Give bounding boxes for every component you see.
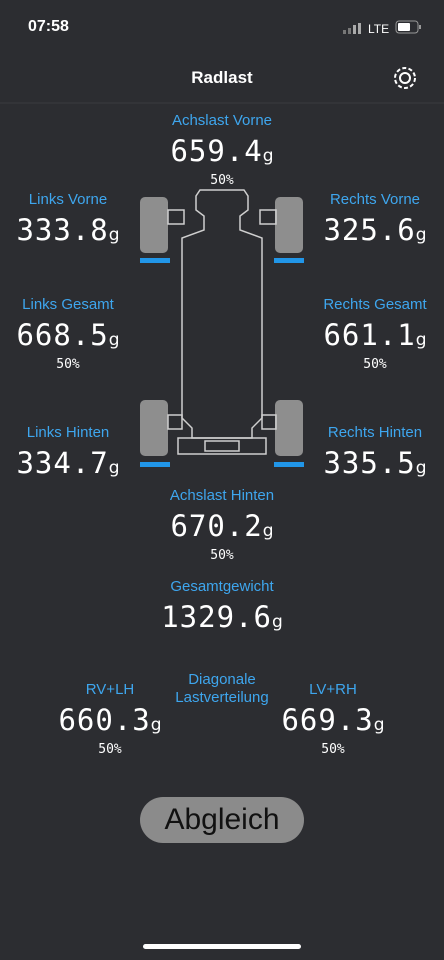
status-network: LTE <box>368 22 390 36</box>
status-time: 07:58 <box>28 18 69 35</box>
value-unit: g <box>271 612 283 632</box>
value-unit: g <box>108 225 120 245</box>
reading-value: 335.5g <box>323 446 426 485</box>
reading-value: 669.3g <box>281 703 384 742</box>
value-number: 325.6 <box>323 213 416 247</box>
settings-icon[interactable] <box>394 67 416 89</box>
value-unit: g <box>150 715 162 735</box>
reading-value: 333.8g <box>16 213 119 252</box>
reading: Gesamtgewicht 1329.6g <box>161 578 283 639</box>
reading-value: 670.2g <box>170 509 274 548</box>
value-unit: g <box>415 458 427 478</box>
reading: Achslast Hinten 670.2g 50% <box>170 487 274 564</box>
reading: Rechts Vorne 325.6g <box>323 191 426 252</box>
value-number: 661.1 <box>323 318 416 352</box>
reading-label: Rechts Vorne <box>329 191 421 208</box>
reading-label: Links Vorne <box>28 191 108 208</box>
value-number: 334.7 <box>16 446 109 480</box>
reading-value: 661.1g <box>323 318 426 357</box>
calibrate-button[interactable]: Abgleich <box>140 797 304 843</box>
reading-percent: 50% <box>210 548 234 563</box>
value-number: 670.2 <box>170 509 263 543</box>
value-unit: g <box>108 330 120 350</box>
value-number: 660.3 <box>58 703 151 737</box>
reading-label: Achslast Hinten <box>169 487 275 504</box>
home-indicator <box>143 944 301 949</box>
car-diagram <box>140 189 304 467</box>
reading-percent: 50% <box>363 357 387 372</box>
reading: RV+LH 660.3g 50% <box>58 681 161 758</box>
value-unit: g <box>373 715 385 735</box>
reading-percent: 50% <box>56 357 80 372</box>
diagonal-label-line: Diagonale <box>188 671 256 688</box>
value-number: 1329.6 <box>161 600 272 634</box>
value-unit: g <box>108 458 120 478</box>
reading-label: Rechts Hinten <box>327 424 423 441</box>
reading-value: 660.3g <box>58 703 161 742</box>
reading-value: 659.4g <box>170 134 273 173</box>
value-number: 333.8 <box>16 213 109 247</box>
battery <box>395 20 421 34</box>
diagonal-label-line: Lastverteilung <box>175 689 269 706</box>
reading: LV+RH 669.3g 50% <box>281 681 384 758</box>
reading-label: Links Gesamt <box>22 296 114 313</box>
reading: Achslast Vorne 659.4g 50% <box>170 112 273 189</box>
reading: Links Vorne 333.8g <box>16 191 119 252</box>
reading-value: 1329.6g <box>161 600 283 639</box>
reading-percent: 50% <box>210 173 234 188</box>
value-unit: g <box>262 521 274 541</box>
reading: Rechts Hinten 335.5g <box>323 424 426 485</box>
signal <box>343 23 361 34</box>
reading-value: 334.7g <box>16 446 119 485</box>
value-number: 668.5 <box>16 318 109 352</box>
reading-label: Rechts Gesamt <box>323 296 427 313</box>
reading: Rechts Gesamt 661.1g 50% <box>323 296 426 373</box>
reading-label: Achslast Vorne <box>171 112 273 129</box>
value-unit: g <box>262 146 274 166</box>
reading-label: LV+RH <box>309 681 357 698</box>
value-number: 659.4 <box>170 134 263 168</box>
reading-label: Links Hinten <box>26 424 110 441</box>
value-number: 335.5 <box>323 446 416 480</box>
value-number: 669.3 <box>281 703 374 737</box>
reading-label: Gesamtgewicht <box>170 578 274 595</box>
value-unit: g <box>415 225 427 245</box>
reading: Links Gesamt 668.5g 50% <box>16 296 119 373</box>
diagonal-label: Diagonale Lastverteilung <box>175 671 268 707</box>
reading: Links Hinten 334.7g <box>16 424 119 485</box>
reading-value: 668.5g <box>16 318 119 357</box>
reading-value: 325.6g <box>323 213 426 252</box>
reading-label: RV+LH <box>85 681 135 698</box>
title: Radlast <box>191 68 253 87</box>
reading-percent: 50% <box>98 742 122 757</box>
reading-percent: 50% <box>321 742 345 757</box>
value-unit: g <box>415 330 427 350</box>
